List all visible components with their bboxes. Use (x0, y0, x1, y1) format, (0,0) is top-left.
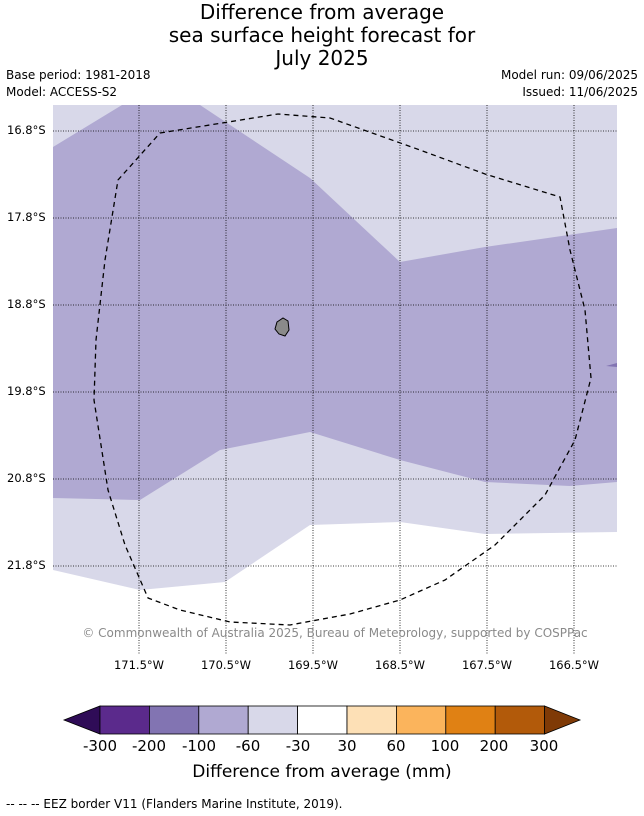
title-line-2: sea surface height forecast for (168, 23, 476, 47)
title-line-3: July 2025 (275, 46, 369, 70)
colorbar-tick-label: 300 (529, 737, 559, 755)
colorbar-swatch (346, 705, 397, 735)
lat-label-2: 17.8°S (7, 210, 46, 224)
model-label: Model: ACCESS-S2 (6, 85, 118, 99)
map-area (53, 105, 617, 654)
lat-label-3: 18.8°S (7, 297, 46, 311)
lat-label-6: 21.8°S (7, 558, 46, 572)
lon-label-6: 166.5°W (548, 658, 600, 672)
colorbar (62, 705, 582, 735)
colorbar-title: Difference from average (mm) (192, 762, 452, 782)
lon-label-2: 170.5°W (200, 658, 252, 672)
issued-label: Issued: 11/06/2025 (522, 85, 638, 99)
colorbar-swatch (198, 705, 249, 735)
colorbar-tick-label: 100 (430, 737, 460, 755)
colorbar-swatch (445, 705, 496, 735)
graticule (53, 105, 617, 654)
colorbar-tick-label: -100 (181, 737, 217, 755)
colorbar-tick-label: -300 (82, 737, 118, 755)
colorbar-tick-label: 60 (386, 737, 406, 755)
colorbar-swatch (297, 705, 348, 735)
colorbar-swatch (148, 705, 200, 735)
model-run-label: Model run: 09/06/2025 (500, 68, 638, 82)
eez-border (93, 113, 592, 626)
colorbar-tick-label: 200 (479, 737, 509, 755)
lon-label-1: 171.5°W (113, 658, 165, 672)
copyright-notice: © Commonwealth of Australia 2025, Bureau… (82, 626, 588, 640)
lon-label-5: 167.5°W (461, 658, 513, 672)
sea-height-band-medium (53, 105, 617, 500)
title-line-1: Difference from average (199, 0, 445, 24)
lat-label-5: 20.8°S (7, 471, 46, 485)
colorbar-tick-label: 30 (337, 737, 357, 755)
colorbar-tick-label: -30 (285, 737, 311, 755)
colorbar-extend-low (62, 705, 101, 735)
colorbar-swatch (395, 705, 447, 735)
sea-height-band-dark (606, 363, 617, 367)
lat-label-4: 19.8°S (7, 384, 46, 398)
base-period-label: Base period: 1981-2018 (6, 68, 151, 82)
lon-label-3: 169.5°W (287, 658, 339, 672)
island-shape (274, 317, 290, 337)
colorbar-extend-high (544, 705, 582, 735)
colorbar-swatch (494, 705, 546, 735)
colorbar-swatch (247, 705, 298, 735)
eez-border-legend: -- -- -- EEZ border V11 (Flanders Marine… (6, 797, 343, 811)
lon-label-4: 168.5°W (374, 658, 426, 672)
colorbar-tick-label: -60 (235, 737, 261, 755)
colorbar-tick-label: -200 (131, 737, 167, 755)
colorbar-swatch (99, 705, 150, 735)
lat-label-1: 16.8°S (7, 123, 46, 137)
